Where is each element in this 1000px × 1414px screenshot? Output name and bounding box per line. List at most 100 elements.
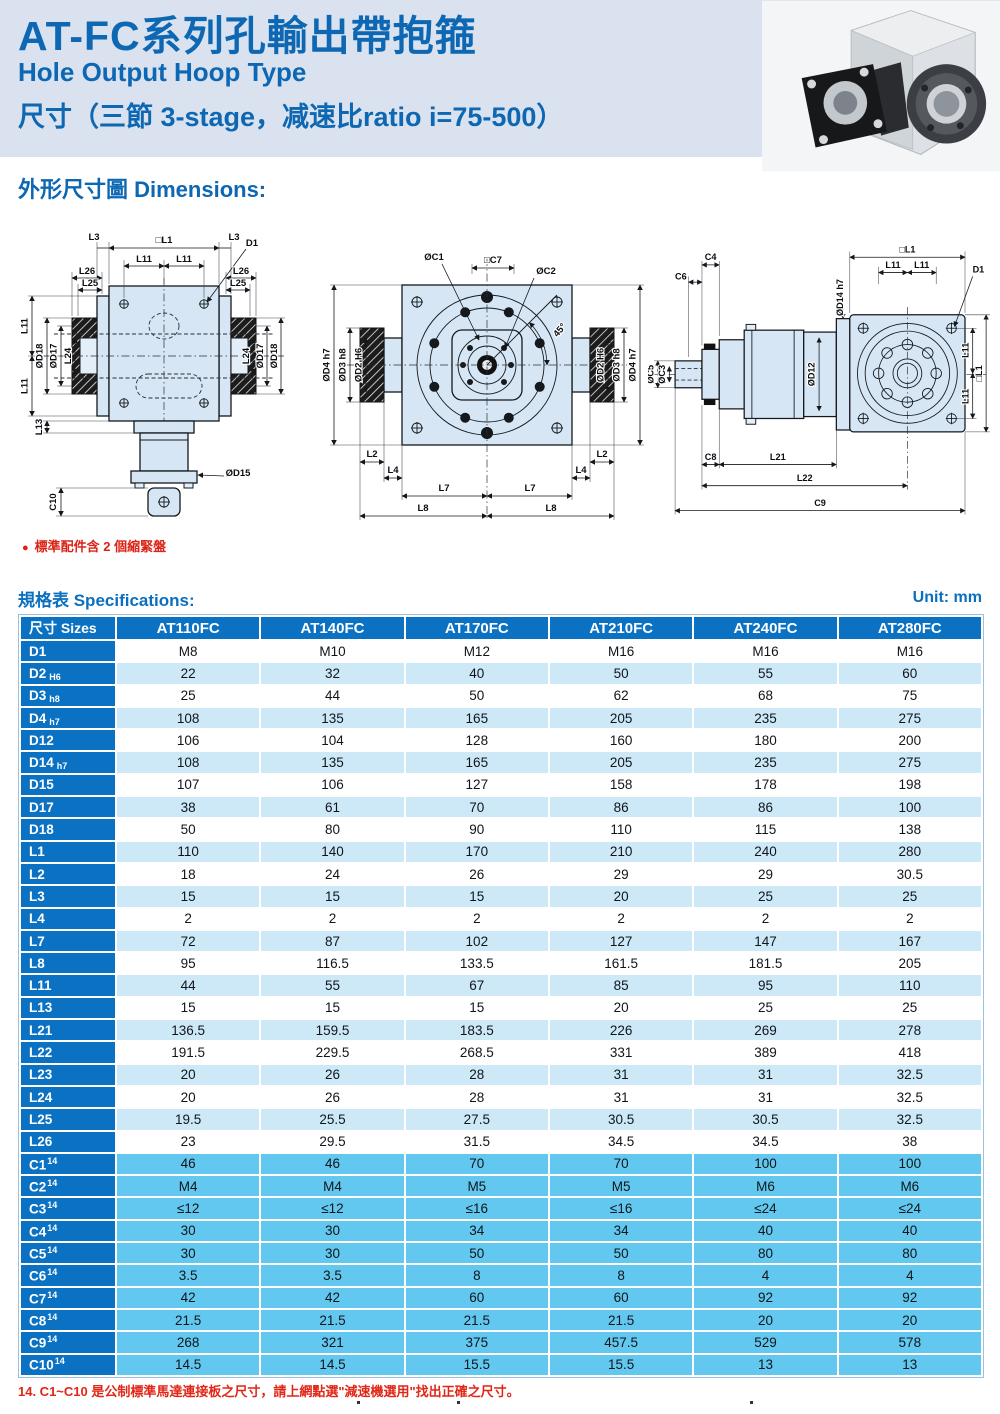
spec-cell: 15 [117, 997, 260, 1019]
svg-text:ØD17: ØD17 [255, 344, 266, 369]
spec-cell: 44 [117, 975, 260, 996]
crop-mark [750, 1401, 753, 1404]
svg-text:L11: L11 [914, 260, 929, 270]
spec-cell: M6 [694, 1176, 837, 1197]
svg-text:C6: C6 [675, 271, 687, 281]
output-flange-plate [835, 318, 851, 431]
table-header-model: AT140FC [261, 617, 404, 639]
row-label: L22 [21, 1042, 115, 1063]
spec-cell: ≤12 [117, 1198, 260, 1219]
spec-cell: 235 [694, 752, 837, 773]
svg-text:C8: C8 [705, 452, 717, 462]
svg-text:L8: L8 [545, 503, 556, 514]
svg-text:□L1: □L1 [899, 244, 915, 254]
gearbox-side-body [653, 307, 987, 490]
spec-cell: 418 [838, 1042, 981, 1063]
bolt-holes [429, 291, 545, 439]
spec-cell: 70 [405, 797, 548, 818]
spec-cell: 22 [117, 663, 260, 684]
spec-cell: 167 [838, 930, 981, 952]
spec-cell: 21.5 [261, 1309, 404, 1331]
spec-cell: 28 [405, 1086, 548, 1108]
spec-cell: 178 [694, 774, 837, 796]
spec-cell: 240 [694, 841, 837, 862]
spec-cell: 205 [549, 752, 693, 773]
spec-cell: 15 [261, 997, 404, 1019]
spec-cell: 44 [261, 685, 404, 706]
row-label: C714 [21, 1287, 115, 1308]
table-row: D1 M8 M10 M12 M16 M16 M16 [21, 641, 981, 662]
spec-cell: M16 [694, 641, 837, 662]
spec-cell: 50 [549, 1243, 693, 1264]
svg-text:ØC5: ØC5 [648, 365, 655, 384]
svg-text:L4: L4 [387, 465, 399, 476]
row-label: L3 [21, 886, 115, 907]
row-label: C1014 [21, 1354, 115, 1375]
svg-text:L21: L21 [770, 452, 786, 462]
spec-cell: 61 [261, 797, 404, 818]
row-label: D12 [21, 730, 115, 751]
spec-cell: 87 [261, 930, 404, 952]
spec-cell: 90 [405, 819, 548, 840]
spec-cell: 147 [694, 930, 837, 952]
svg-text:L13: L13 [34, 419, 45, 435]
svg-text:L11: L11 [885, 260, 900, 270]
input-shaft [674, 360, 703, 389]
svg-text:ØD14 h7: ØD14 h7 [835, 279, 845, 316]
spec-cell: 128 [405, 730, 548, 751]
row-label: D3 h8 [21, 685, 115, 706]
spec-cell: 31 [549, 1064, 693, 1085]
svg-text:L22: L22 [797, 473, 813, 483]
spec-cell: 80 [694, 1243, 837, 1264]
table-row: C514 30 30 50 50 80 80 [21, 1243, 981, 1264]
spec-cell: 46 [117, 1153, 260, 1175]
spec-cell: ≤24 [694, 1198, 837, 1219]
svg-text:L2: L2 [366, 449, 377, 460]
spec-cell: 200 [838, 730, 981, 751]
table-row: L4 2 2 2 2 2 2 [21, 908, 981, 929]
spec-cell: 32 [261, 663, 404, 684]
footnote: 14. C1~C10 是公制標準馬達連接板之尺寸，請上網點選"減速機選用"找出正… [18, 1384, 520, 1399]
spec-cell: 34 [549, 1220, 693, 1242]
table-row: D15 107 106 127 158 178 198 [21, 774, 981, 796]
spec-cell: 26 [261, 1086, 404, 1108]
crop-mark [357, 1401, 360, 1404]
spec-cell: 133.5 [405, 953, 548, 974]
spec-cell: 86 [694, 797, 837, 818]
svg-text:ØC3: ØC3 [657, 365, 667, 384]
spec-cell: 108 [117, 752, 260, 773]
spec-cell: 28 [405, 1064, 548, 1085]
svg-text:L24: L24 [241, 347, 252, 364]
spec-cell: 180 [694, 730, 837, 751]
spec-cell: 110 [117, 841, 260, 862]
svg-text:ØD2 H6: ØD2 H6 [354, 348, 365, 382]
spec-cell: 15 [117, 886, 260, 907]
svg-text:L11: L11 [960, 343, 970, 358]
table-row: C914 268 321 375 457.5 529 578 [21, 1332, 981, 1353]
svg-text:L8: L8 [417, 503, 428, 514]
spec-cell: 25 [838, 997, 981, 1019]
svg-text:ØD17: ØD17 [49, 344, 60, 369]
spec-cell: ≤16 [405, 1198, 548, 1219]
svg-text:ØD3 h8: ØD3 h8 [338, 348, 349, 381]
spec-cell: 110 [838, 975, 981, 996]
spec-cell: 50 [549, 663, 693, 684]
spec-cell: 92 [838, 1287, 981, 1308]
spec-cell: 14.5 [117, 1354, 260, 1375]
svg-text:L11: L11 [136, 254, 153, 265]
spec-cell: 15 [405, 997, 548, 1019]
spec-cell: 8 [405, 1265, 548, 1286]
row-label: C914 [21, 1332, 115, 1353]
table-row: C114 46 46 70 70 100 100 [21, 1153, 981, 1175]
spec-table-wrap: 尺寸 Sizes AT110FC AT140FC AT170FC AT210FC AT24… [18, 614, 984, 1378]
spec-cell: 15.5 [405, 1354, 548, 1375]
spec-cell: 67 [405, 975, 548, 996]
svg-text:L3: L3 [88, 232, 99, 243]
spec-cell: 210 [549, 841, 693, 862]
spec-cell: 30 [117, 1220, 260, 1242]
spec-cell: 18 [117, 863, 260, 885]
table-row: D18 50 80 90 110 115 138 [21, 819, 981, 840]
spec-cell: 14.5 [261, 1354, 404, 1375]
spec-cell: 20 [549, 886, 693, 907]
spec-cell: M16 [838, 641, 981, 662]
